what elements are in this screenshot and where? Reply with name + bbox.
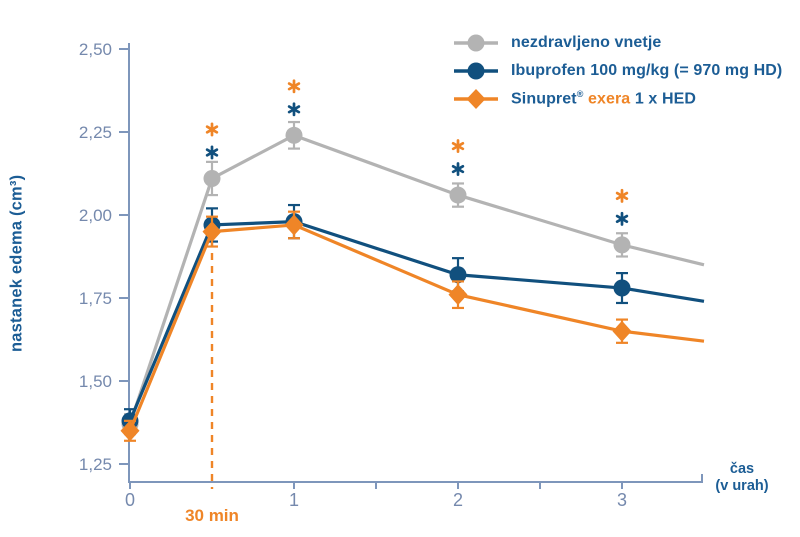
significance-asterisk [205, 122, 219, 137]
x-tick-label: 2 [453, 490, 463, 510]
data-point [202, 221, 222, 243]
significance-asterisk [615, 188, 629, 203]
legend-sinupret-registered-mark: ® [576, 89, 584, 100]
data-point [449, 266, 467, 284]
significance-asterisk [205, 145, 219, 160]
y-tick-label: 1,25 [79, 455, 112, 474]
legend-sinupret-exera: exera [587, 90, 631, 108]
significance-asterisk [287, 79, 301, 94]
y-tick-label: 1,75 [79, 289, 112, 308]
data-point [203, 169, 221, 187]
series-line-1 [128, 220, 705, 422]
orange-diamond-marker-icon [452, 87, 500, 111]
legend-item-untreated: nezdravljeno vnetje [452, 31, 782, 55]
significance-asterisk [451, 139, 465, 154]
data-point [120, 420, 140, 442]
legend-sinupret-hed: 1 x HED [634, 90, 697, 108]
data-point [285, 126, 303, 144]
gray-circle-marker-icon [452, 31, 500, 55]
data-point [613, 279, 631, 297]
data-point [284, 214, 304, 236]
y-tick-label: 1,50 [79, 372, 112, 391]
y-axis-title: nastanek edema (cm³) [7, 174, 26, 352]
legend-item-ibuprofen: Ibuprofen 100 mg/kg (= 970 mg HD) [452, 59, 782, 83]
legend-sinupret-brand: Sinupret [511, 90, 577, 108]
significance-asterisk [451, 162, 465, 177]
x-axis-title: čas (v urah) [699, 461, 785, 495]
y-tick-label: 2,00 [79, 206, 112, 225]
legend: nezdravljeno vnetje Ibuprofen 100 mg/kg … [452, 31, 782, 111]
x-tick-label: 0 [125, 490, 135, 510]
annotation-30min-label: 30 min [185, 506, 239, 525]
series-line-0 [128, 133, 705, 425]
x-axis-title-line1: čas [729, 461, 755, 477]
legend-item-sinupret: Sinupret® exera 1 x HED [452, 87, 782, 111]
series-line-2 [128, 223, 705, 432]
significance-asterisk [615, 211, 629, 226]
significance-asterisk [287, 102, 301, 117]
data-point [612, 320, 632, 342]
data-point [613, 236, 631, 254]
legend-label-sinupret: Sinupret® exera 1 x HED [511, 89, 696, 108]
data-point [448, 284, 468, 306]
legend-label-untreated: nezdravljeno vnetje [511, 34, 662, 51]
y-tick-label: 2,50 [79, 40, 112, 59]
legend-label-ibuprofen: Ibuprofen 100 mg/kg (= 970 mg HD) [511, 62, 783, 79]
data-point [449, 186, 467, 204]
x-tick-label: 1 [289, 490, 299, 510]
x-tick-label: 3 [617, 490, 627, 510]
y-tick-label: 2,25 [79, 123, 112, 142]
navy-circle-marker-icon [452, 59, 500, 83]
x-axis-title-line2: (v urah) [715, 478, 769, 494]
